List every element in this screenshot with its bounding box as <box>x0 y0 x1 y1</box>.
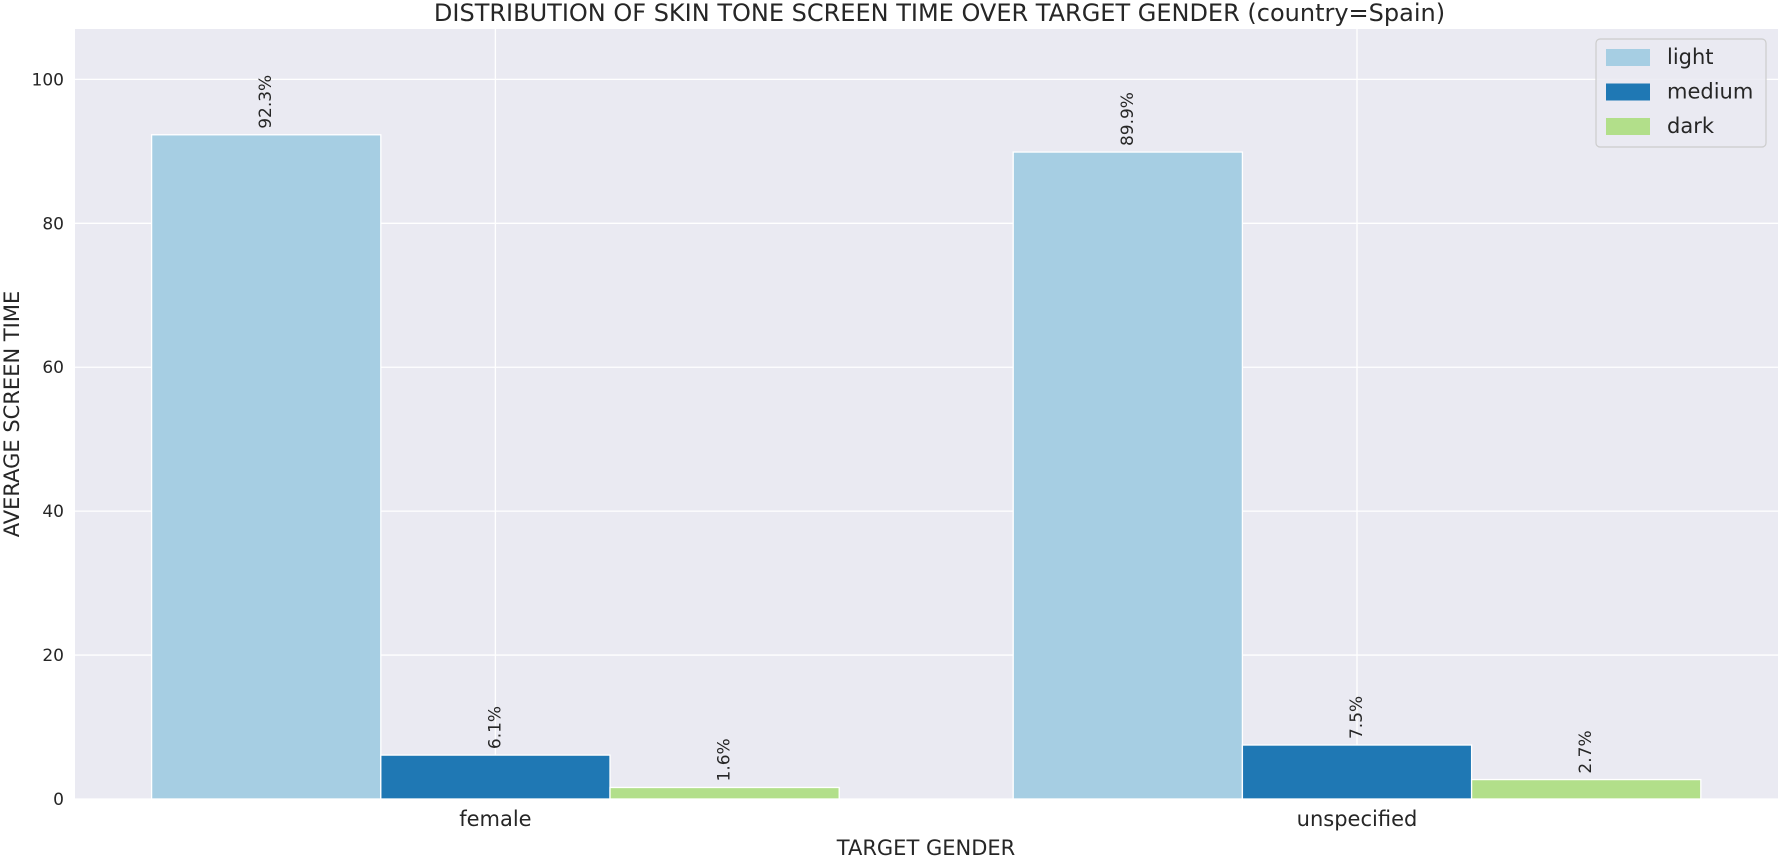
bar-medium-unspecified <box>1241 744 1473 800</box>
x-category-label: female <box>459 807 531 831</box>
y-axis-label: AVERAGE SCREEN TIME <box>0 291 24 538</box>
data-label-light-unspecified: 89.9% <box>1118 92 1138 146</box>
bar-dark-unspecified <box>1470 778 1702 800</box>
y-tick-label: 60 <box>42 358 64 378</box>
bar-medium-female <box>380 754 611 800</box>
bar-light-unspecified <box>1012 151 1244 800</box>
legend-label-dark: dark <box>1667 114 1715 138</box>
data-label-light-female: 92.3% <box>256 75 276 129</box>
x-axis-label: TARGET GENDER <box>836 836 1015 859</box>
data-label-dark-unspecified: 2.7% <box>1576 730 1596 773</box>
data-labels: 92.3% 6.1% 1.6% 89.9% 7.5% 2.7% <box>256 75 1596 782</box>
legend-swatch-medium <box>1606 83 1650 101</box>
y-tick-label: 80 <box>42 214 64 234</box>
data-label-medium-female: 6.1% <box>485 706 505 749</box>
bar-dark-female <box>609 786 840 800</box>
bars <box>150 134 1702 800</box>
data-label-medium-unspecified: 7.5% <box>1347 696 1367 739</box>
legend-label-light: light <box>1667 45 1714 69</box>
y-tick-label: 100 <box>32 70 64 90</box>
x-category-labels: female unspecified <box>459 807 1417 831</box>
y-tick-label: 0 <box>53 790 64 810</box>
y-tick-labels: 0 20 40 60 80 100 <box>32 70 64 810</box>
y-tick-label: 40 <box>42 502 64 522</box>
legend-swatch-dark <box>1606 118 1650 135</box>
x-category-label: unspecified <box>1297 807 1418 831</box>
legend-label-medium: medium <box>1667 80 1753 104</box>
bar-light-female <box>150 134 382 800</box>
legend: light medium dark <box>1595 38 1767 148</box>
legend-swatch-light <box>1606 49 1650 66</box>
y-tick-label: 20 <box>42 646 64 666</box>
chart-title: DISTRIBUTION OF SKIN TONE SCREEN TIME OV… <box>434 0 1445 27</box>
data-label-dark-female: 1.6% <box>715 738 735 781</box>
